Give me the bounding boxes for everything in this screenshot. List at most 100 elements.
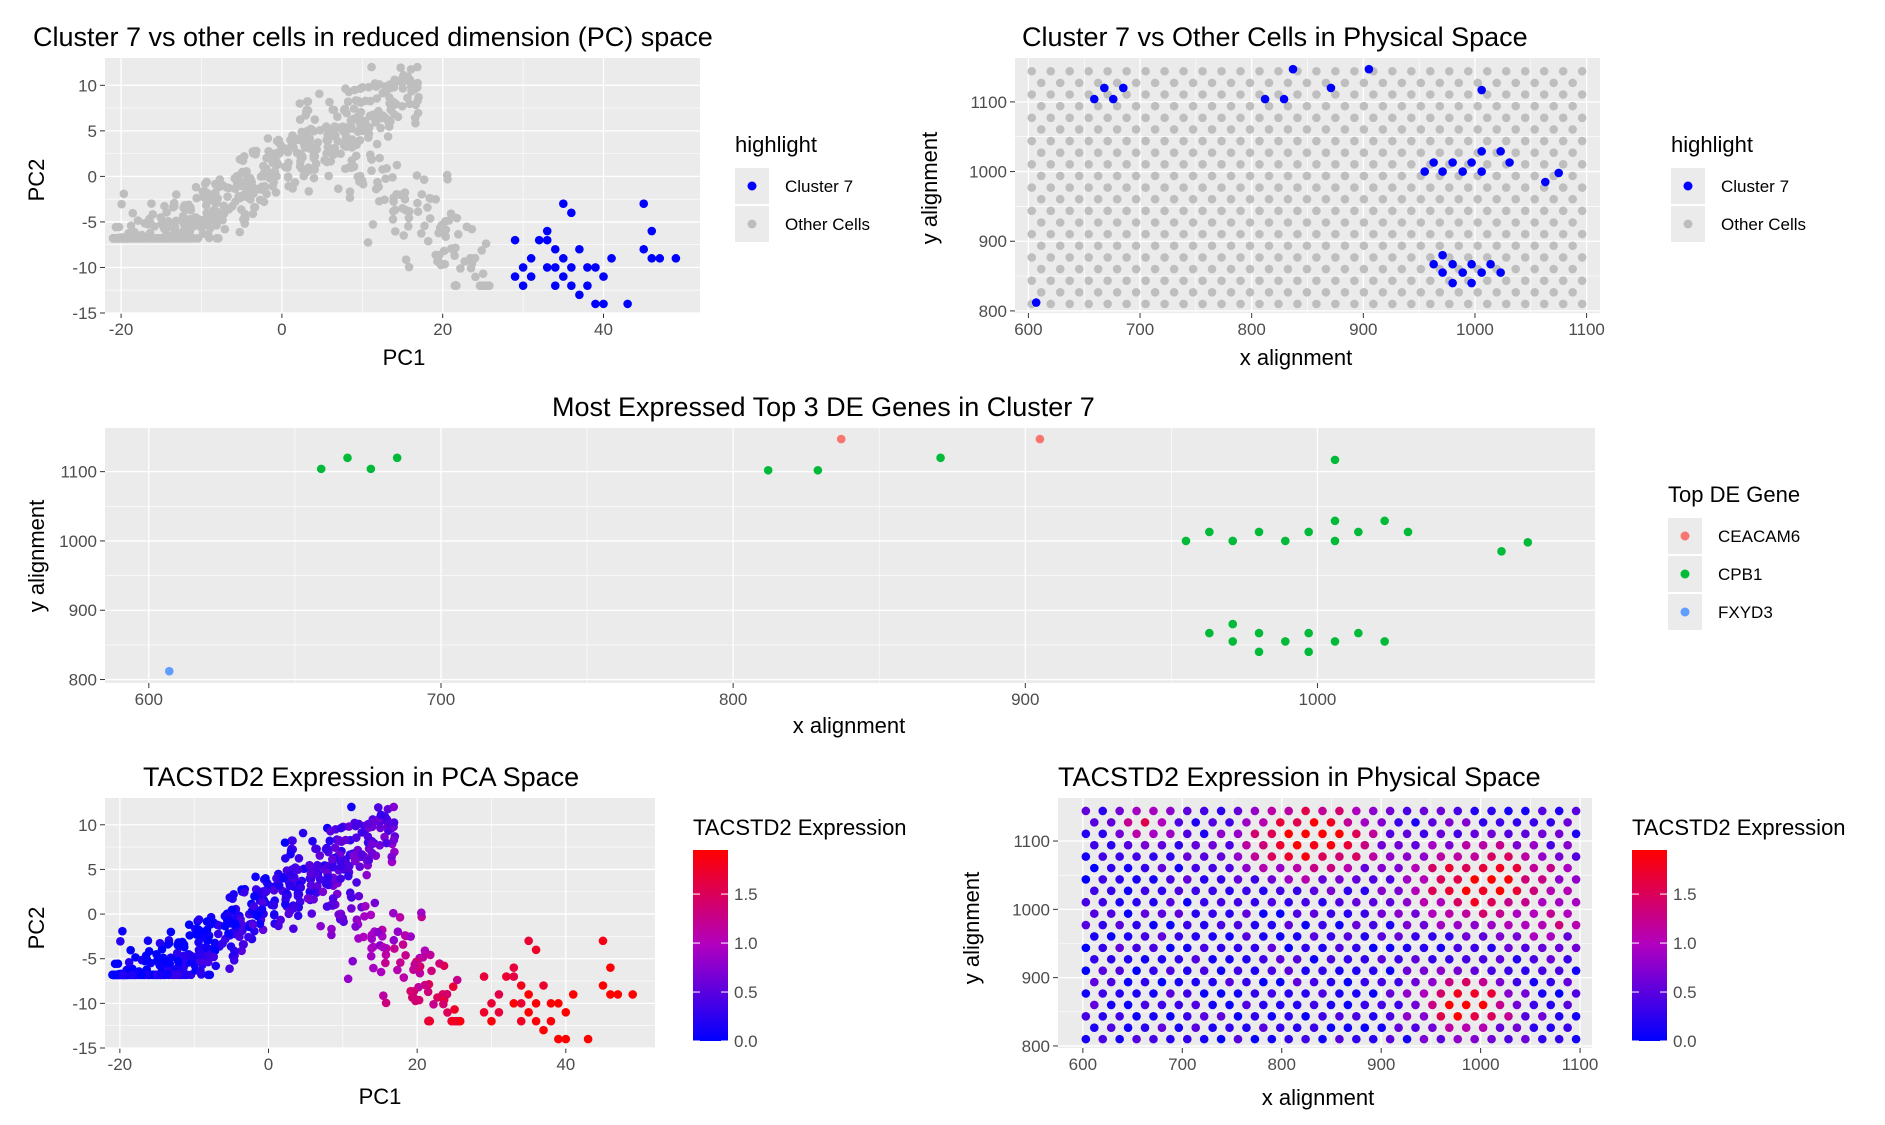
data-point bbox=[1445, 840, 1454, 850]
data-point bbox=[1217, 206, 1226, 216]
data-point bbox=[559, 199, 568, 209]
data-point bbox=[1352, 920, 1361, 930]
data-point bbox=[1046, 136, 1056, 146]
data-point bbox=[1035, 434, 1045, 444]
data-point bbox=[147, 199, 156, 208]
data-point bbox=[1478, 1000, 1488, 1010]
data-point bbox=[1521, 829, 1530, 839]
legend-swatch-cpb1 bbox=[1680, 569, 1690, 579]
data-point bbox=[1487, 829, 1496, 839]
data-point bbox=[1207, 241, 1217, 251]
data-point bbox=[1352, 1034, 1361, 1044]
y-tick-label: 900 bbox=[1022, 969, 1050, 988]
data-point bbox=[1106, 1000, 1116, 1010]
data-point bbox=[1141, 90, 1150, 99]
data-point bbox=[1478, 886, 1488, 896]
data-point bbox=[613, 990, 623, 999]
data-point bbox=[1118, 83, 1128, 93]
data-point bbox=[1236, 160, 1245, 169]
data-point bbox=[1275, 863, 1285, 873]
data-point bbox=[250, 891, 259, 901]
data-point bbox=[172, 948, 182, 958]
data-point bbox=[568, 990, 578, 999]
data-point bbox=[1112, 218, 1122, 227]
data-point bbox=[293, 891, 303, 901]
data-point bbox=[239, 940, 248, 949]
data-point bbox=[250, 203, 260, 212]
data-point bbox=[353, 96, 363, 106]
data-point bbox=[1027, 206, 1037, 216]
data-point bbox=[1182, 943, 1192, 953]
data-point bbox=[1160, 136, 1169, 146]
data-point bbox=[1511, 171, 1521, 181]
tacstd2-physical-scatter-panel: TACSTD2 Expression in Physical Space 600… bbox=[959, 762, 1846, 1110]
data-point bbox=[1321, 125, 1331, 134]
data-point bbox=[1293, 160, 1302, 169]
data-point bbox=[416, 908, 426, 918]
data-point bbox=[1302, 148, 1312, 157]
data-point bbox=[1539, 299, 1549, 309]
data-point bbox=[1149, 806, 1158, 816]
data-point bbox=[1112, 78, 1122, 88]
data-point bbox=[1473, 78, 1483, 88]
data-point bbox=[1312, 113, 1321, 123]
data-point bbox=[1539, 253, 1549, 262]
data-point bbox=[144, 946, 154, 956]
data-point bbox=[1074, 78, 1084, 88]
data-point bbox=[362, 870, 371, 880]
data-point bbox=[1199, 852, 1209, 861]
data-point bbox=[1188, 171, 1198, 181]
data-point bbox=[1394, 932, 1403, 941]
data-point bbox=[1428, 954, 1437, 964]
data-point bbox=[1549, 241, 1558, 251]
data-point bbox=[1131, 125, 1141, 134]
data-point bbox=[1445, 1000, 1454, 1010]
data-point bbox=[1302, 241, 1312, 251]
data-point bbox=[199, 193, 209, 202]
data-point bbox=[1188, 264, 1198, 274]
data-point bbox=[1236, 136, 1245, 146]
data-point bbox=[1157, 954, 1167, 964]
data-point bbox=[156, 970, 165, 980]
data-point bbox=[1264, 125, 1274, 134]
data-point bbox=[1115, 829, 1124, 839]
data-point bbox=[224, 929, 233, 938]
data-point bbox=[436, 260, 446, 270]
data-point bbox=[1504, 852, 1513, 861]
legend-swatch-cluster bbox=[1683, 181, 1693, 191]
data-point bbox=[550, 281, 560, 290]
data-point bbox=[1259, 840, 1268, 850]
data-point bbox=[1150, 125, 1160, 134]
data-point bbox=[269, 901, 279, 910]
data-point bbox=[1530, 101, 1539, 111]
data-point bbox=[367, 839, 376, 849]
data-point bbox=[1312, 90, 1321, 99]
data-point bbox=[1350, 183, 1359, 192]
data-point bbox=[1477, 147, 1486, 156]
data-point bbox=[1419, 806, 1429, 816]
data-point bbox=[193, 214, 202, 223]
data-point bbox=[561, 1034, 571, 1044]
data-point bbox=[1093, 241, 1103, 251]
data-point bbox=[179, 951, 189, 961]
data-point bbox=[1301, 806, 1310, 816]
data-point bbox=[119, 970, 128, 980]
data-point bbox=[413, 62, 422, 72]
data-point bbox=[1093, 171, 1103, 181]
y-axis-title: y alignment bbox=[917, 132, 942, 245]
data-point bbox=[240, 219, 250, 228]
data-point bbox=[1419, 989, 1429, 998]
data-point bbox=[1568, 264, 1577, 274]
data-point bbox=[178, 211, 188, 221]
data-point bbox=[1436, 875, 1446, 884]
data-point bbox=[1233, 852, 1243, 861]
data-point bbox=[1504, 806, 1513, 816]
data-point bbox=[404, 213, 414, 223]
data-point bbox=[1191, 840, 1201, 850]
data-point bbox=[1188, 78, 1198, 88]
data-point bbox=[281, 854, 290, 863]
data-point bbox=[1216, 806, 1226, 816]
data-point bbox=[340, 164, 350, 174]
cluster-physical-scatter-panel: Cluster 7 vs Other Cells in Physical Spa… bbox=[917, 22, 1806, 370]
